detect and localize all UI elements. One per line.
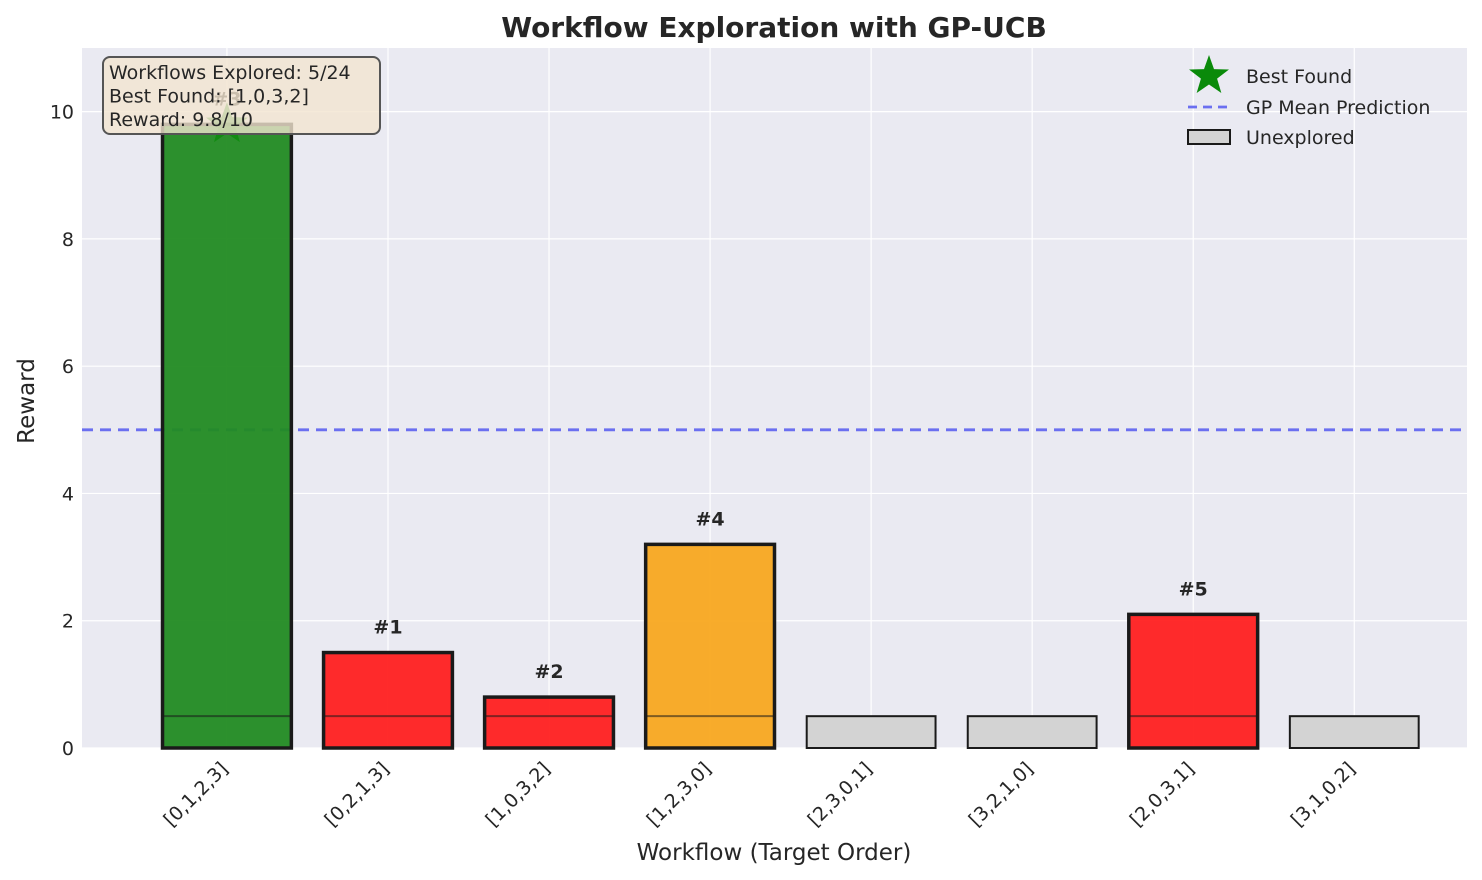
y-ticks: 0 2 4 6 8 10 xyxy=(50,102,74,760)
bar-rank-label: #2 xyxy=(534,661,563,683)
bar-unexplored xyxy=(1288,715,1420,750)
y-tick-label: 8 xyxy=(62,229,74,251)
info-box-line: Best Found: [1,0,3,2] xyxy=(109,86,309,108)
bar-unexplored xyxy=(966,715,1098,750)
info-box-line: Workflows Explored: 5/24 xyxy=(109,62,351,84)
y-tick-label: 2 xyxy=(62,611,74,633)
legend-label: Unexplored xyxy=(1246,127,1355,149)
chart-title: Workflow Exploration with GP-UCB xyxy=(501,11,1047,44)
legend-label: Best Found xyxy=(1246,66,1352,88)
legend-label: GP Mean Prediction xyxy=(1246,97,1430,119)
bar-unexplored xyxy=(805,715,937,750)
bar-explored xyxy=(482,695,616,750)
y-tick-label: 6 xyxy=(62,356,74,378)
y-tick-label: 10 xyxy=(50,102,74,124)
y-tick-label: 4 xyxy=(62,483,74,505)
bar-rank-label: #1 xyxy=(373,617,402,639)
bar-rank-label: #4 xyxy=(696,508,725,530)
bar-explored xyxy=(321,650,455,750)
legend: Best Found GP Mean Prediction Unexplored xyxy=(1187,55,1430,149)
bar-explored xyxy=(1127,612,1260,750)
bar-explored xyxy=(160,122,294,750)
y-tick-label: 0 xyxy=(62,738,74,760)
bar-rank-label: #5 xyxy=(1179,578,1208,600)
info-box-line: Reward: 9.8/10 xyxy=(109,109,253,131)
y-axis-label: Reward xyxy=(14,358,40,444)
bar-explored xyxy=(643,542,777,750)
legend-star-icon xyxy=(1189,55,1229,93)
info-box-background xyxy=(102,56,381,135)
x-axis-label: Workflow (Target Order) xyxy=(637,840,912,866)
legend-swatch-icon xyxy=(1187,129,1231,145)
